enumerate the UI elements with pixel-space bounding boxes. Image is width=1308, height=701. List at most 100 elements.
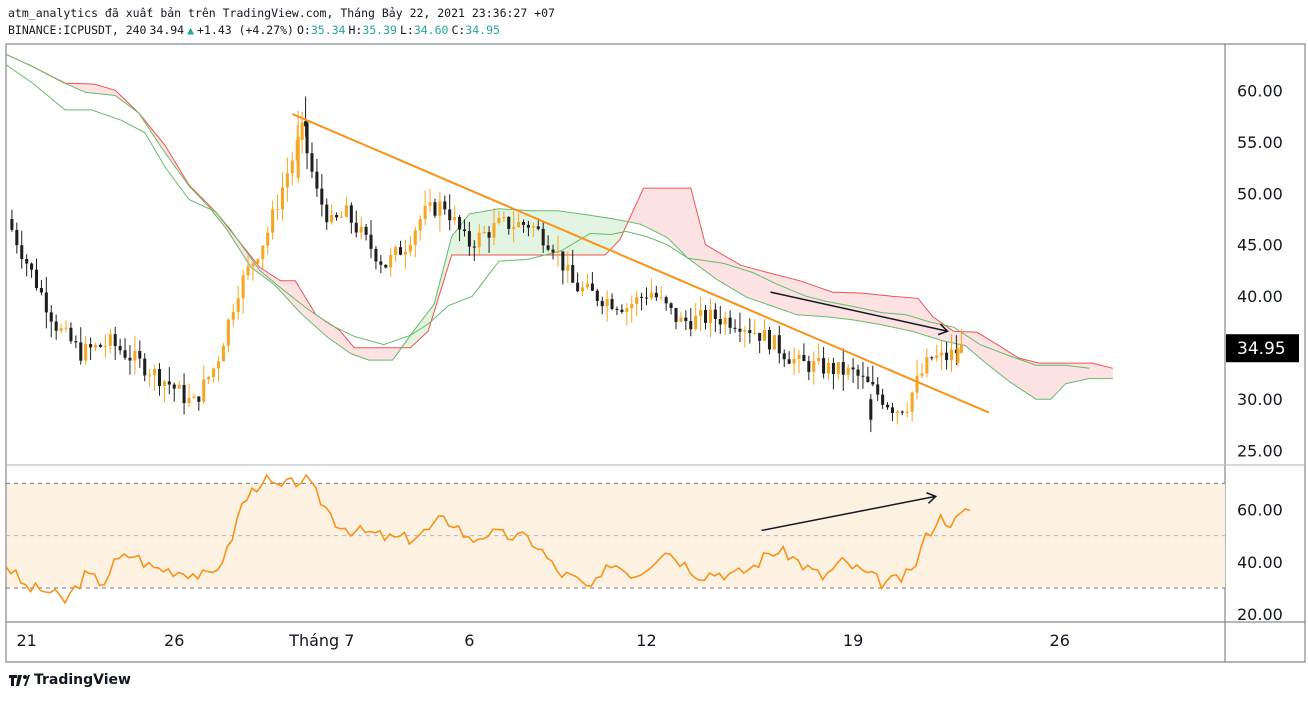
candle: [389, 254, 393, 268]
rsi-tick: 60.00: [1237, 500, 1283, 519]
candle: [644, 297, 649, 299]
candle: [49, 312, 53, 322]
candle: [84, 344, 88, 361]
candle: [123, 350, 127, 358]
last-price-marker: [1226, 334, 1299, 363]
candle: [413, 230, 417, 245]
candle: [25, 258, 29, 264]
time-tick: 26: [164, 631, 184, 650]
candle: [512, 226, 516, 229]
candle: [162, 381, 166, 387]
candle: [305, 122, 309, 154]
candle: [758, 333, 762, 341]
price-tick: 55.00: [1237, 133, 1283, 152]
candle: [30, 263, 34, 270]
candle: [472, 246, 476, 248]
candle: [167, 381, 171, 385]
candle: [10, 219, 14, 230]
candle: [349, 205, 353, 223]
candle: [182, 384, 186, 404]
candle: [851, 367, 855, 370]
candle: [718, 318, 722, 325]
candle: [212, 368, 216, 377]
bullish-cloud: [401, 208, 626, 348]
candle: [408, 244, 412, 252]
leading-span-b: [5, 53, 1113, 369]
candle: [103, 345, 107, 347]
rsi-tick: 40.00: [1237, 553, 1283, 572]
low-label: L:: [399, 23, 414, 37]
candle: [438, 201, 442, 216]
candle: [192, 396, 196, 398]
candle: [202, 379, 206, 402]
candle: [339, 216, 344, 218]
candle: [118, 346, 122, 351]
candle: [831, 362, 835, 375]
candle: [763, 329, 767, 341]
candle: [620, 309, 624, 312]
rsi-arrow-head: [926, 492, 938, 504]
candle: [172, 384, 176, 389]
candle: [335, 215, 339, 218]
leading-span-a: [5, 53, 1113, 400]
candle: [930, 357, 934, 359]
candle: [448, 209, 452, 221]
candle: [369, 234, 373, 249]
price-tick: 25.00: [1237, 442, 1283, 461]
candle: [64, 327, 68, 329]
candle: [276, 209, 280, 211]
open-value: 35.34: [310, 23, 346, 37]
candle: [433, 202, 437, 216]
tradingview-logo-icon: [9, 675, 30, 686]
candle: [526, 224, 530, 228]
candle: [133, 351, 137, 361]
candle: [497, 218, 501, 224]
candle: [310, 153, 314, 172]
kijun-line: [5, 64, 1090, 369]
ohlc-legend: BINANCE:ICPUSDT, 240 34.94 ▲ +1.43 (+4.27%)…: [8, 22, 555, 39]
candle: [866, 376, 870, 382]
candle: [625, 308, 629, 312]
candle: [502, 216, 506, 219]
candle: [640, 296, 644, 298]
candle: [895, 411, 899, 414]
time-tick: 26: [1050, 631, 1070, 650]
candle: [280, 187, 284, 210]
candle: [605, 299, 609, 307]
candle: [748, 330, 752, 334]
candle: [556, 251, 560, 253]
candle: [743, 330, 747, 332]
candle: [492, 223, 496, 238]
candle: [285, 173, 289, 188]
candle: [956, 348, 960, 364]
rsi-tick: 20.00: [1237, 605, 1283, 624]
candle: [890, 407, 894, 414]
candle: [576, 282, 580, 292]
last-price: 34.94: [149, 23, 185, 37]
rsi-line: [5, 473, 971, 605]
price-tick: 50.00: [1237, 184, 1283, 203]
candle: [143, 358, 147, 376]
candle: [20, 245, 24, 259]
candle: [187, 397, 191, 404]
candle: [551, 249, 555, 253]
candle: [74, 341, 78, 343]
time-tick: 12: [636, 631, 656, 650]
rsi-arrow: [761, 495, 936, 532]
candle: [630, 304, 634, 309]
candle: [44, 292, 48, 313]
candle: [507, 216, 511, 229]
candle: [782, 353, 786, 360]
open-label: O:: [296, 23, 311, 37]
candle: [374, 248, 378, 262]
candle: [772, 335, 776, 350]
candle: [266, 232, 270, 246]
candle: [59, 328, 63, 331]
candle: [197, 396, 201, 402]
candle: [384, 264, 388, 268]
candle: [935, 355, 939, 359]
candle: [108, 334, 112, 346]
candle: [246, 266, 250, 276]
tradingview-footer: TradingView: [8, 672, 131, 688]
